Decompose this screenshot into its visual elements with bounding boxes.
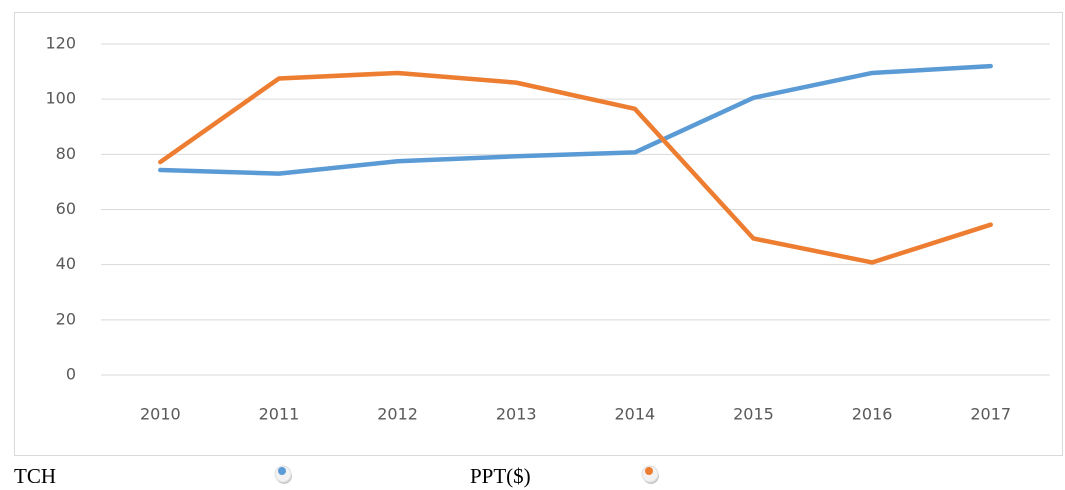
- series-line: [158, 63, 993, 176]
- x-tick-label: 2015: [733, 405, 774, 424]
- y-tick-label: 80: [56, 144, 76, 163]
- y-tick-label: 0: [66, 365, 76, 384]
- legend-label: PPT($): [470, 464, 531, 488]
- x-tick-label: 2011: [259, 405, 300, 424]
- y-tick-label: 100: [45, 89, 76, 108]
- chart-frame: [14, 12, 1063, 456]
- x-tick-label: 2010: [140, 405, 181, 424]
- legend-dot: [645, 467, 653, 475]
- y-tick-label: 20: [56, 309, 76, 328]
- x-tick-label: 2012: [377, 405, 418, 424]
- x-tick-label: 2013: [496, 405, 537, 424]
- legend-dot: [278, 467, 286, 475]
- y-tick-label: 40: [56, 254, 76, 273]
- y-tick-label: 60: [56, 199, 76, 218]
- legend-label: TCH: [14, 464, 56, 488]
- y-tick-label: 120: [45, 34, 76, 53]
- x-tick-label: 2017: [970, 405, 1011, 424]
- x-tick-label: 2016: [852, 405, 893, 424]
- series-line: [158, 70, 993, 265]
- x-tick-label: 2014: [614, 405, 655, 424]
